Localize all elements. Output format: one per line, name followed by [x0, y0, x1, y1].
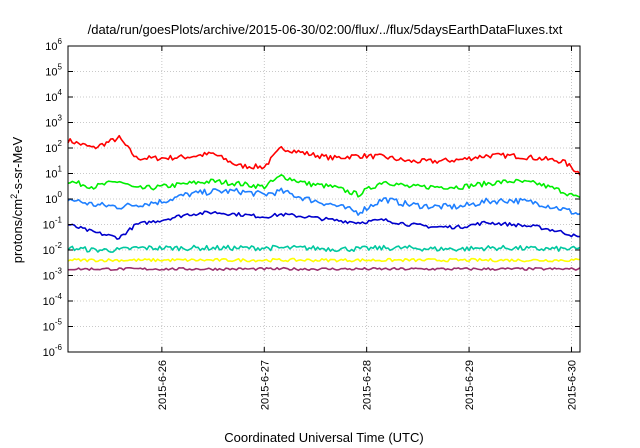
y-tick-label: 10-2	[43, 241, 63, 257]
x-axis-title: Coordinated Universal Time (UTC)	[224, 430, 423, 445]
x-tick-label: 2015-6-28	[362, 360, 374, 410]
y-tick-label: 102	[45, 139, 62, 155]
x-tick-label: 2015-6-27	[259, 360, 271, 410]
y-axis-ticks: 10-6 10-5 10-4 10-3 10-2 10-1 100 101 102 103 104 1…	[43, 37, 580, 359]
series-line-1	[67, 134, 581, 176]
y-tick-label: 10-1	[43, 216, 63, 232]
series-line-5	[67, 244, 581, 253]
x-axis-ticks: 2015-6-26 2015-6-27 2015-6-28 2015-6-29 2015…	[157, 46, 578, 410]
x-tick-label: 2015-6-26	[157, 360, 169, 410]
x-tick-label: 2015-6-29	[464, 360, 476, 410]
series-line-4	[67, 210, 580, 240]
y-tick-label: 10-5	[43, 318, 63, 334]
y-tick-label: 104	[45, 88, 62, 104]
y-tick-label: 101	[45, 165, 62, 181]
y-tick-label: 10-3	[43, 267, 63, 283]
y-tick-label: 106	[45, 37, 62, 53]
series-line-6	[67, 257, 581, 263]
series-group	[67, 134, 581, 272]
chart-title: /data/run/goesPlots/archive/2015-06-30/0…	[88, 22, 563, 37]
y-tick-label: 103	[45, 114, 62, 130]
grid-lines	[68, 46, 580, 352]
y-tick-label: 105	[45, 63, 62, 79]
y-tick-label: 10-6	[43, 343, 63, 359]
series-line-2	[67, 174, 581, 199]
series-line-7	[67, 266, 581, 272]
y-tick-label: 10-4	[43, 292, 63, 308]
y-axis-title: protons/cm2-s-sr-MeV	[9, 136, 25, 263]
y-tick-label: 100	[45, 190, 62, 206]
x-tick-label: 2015-6-30	[566, 360, 578, 410]
series-line-3	[67, 187, 581, 216]
